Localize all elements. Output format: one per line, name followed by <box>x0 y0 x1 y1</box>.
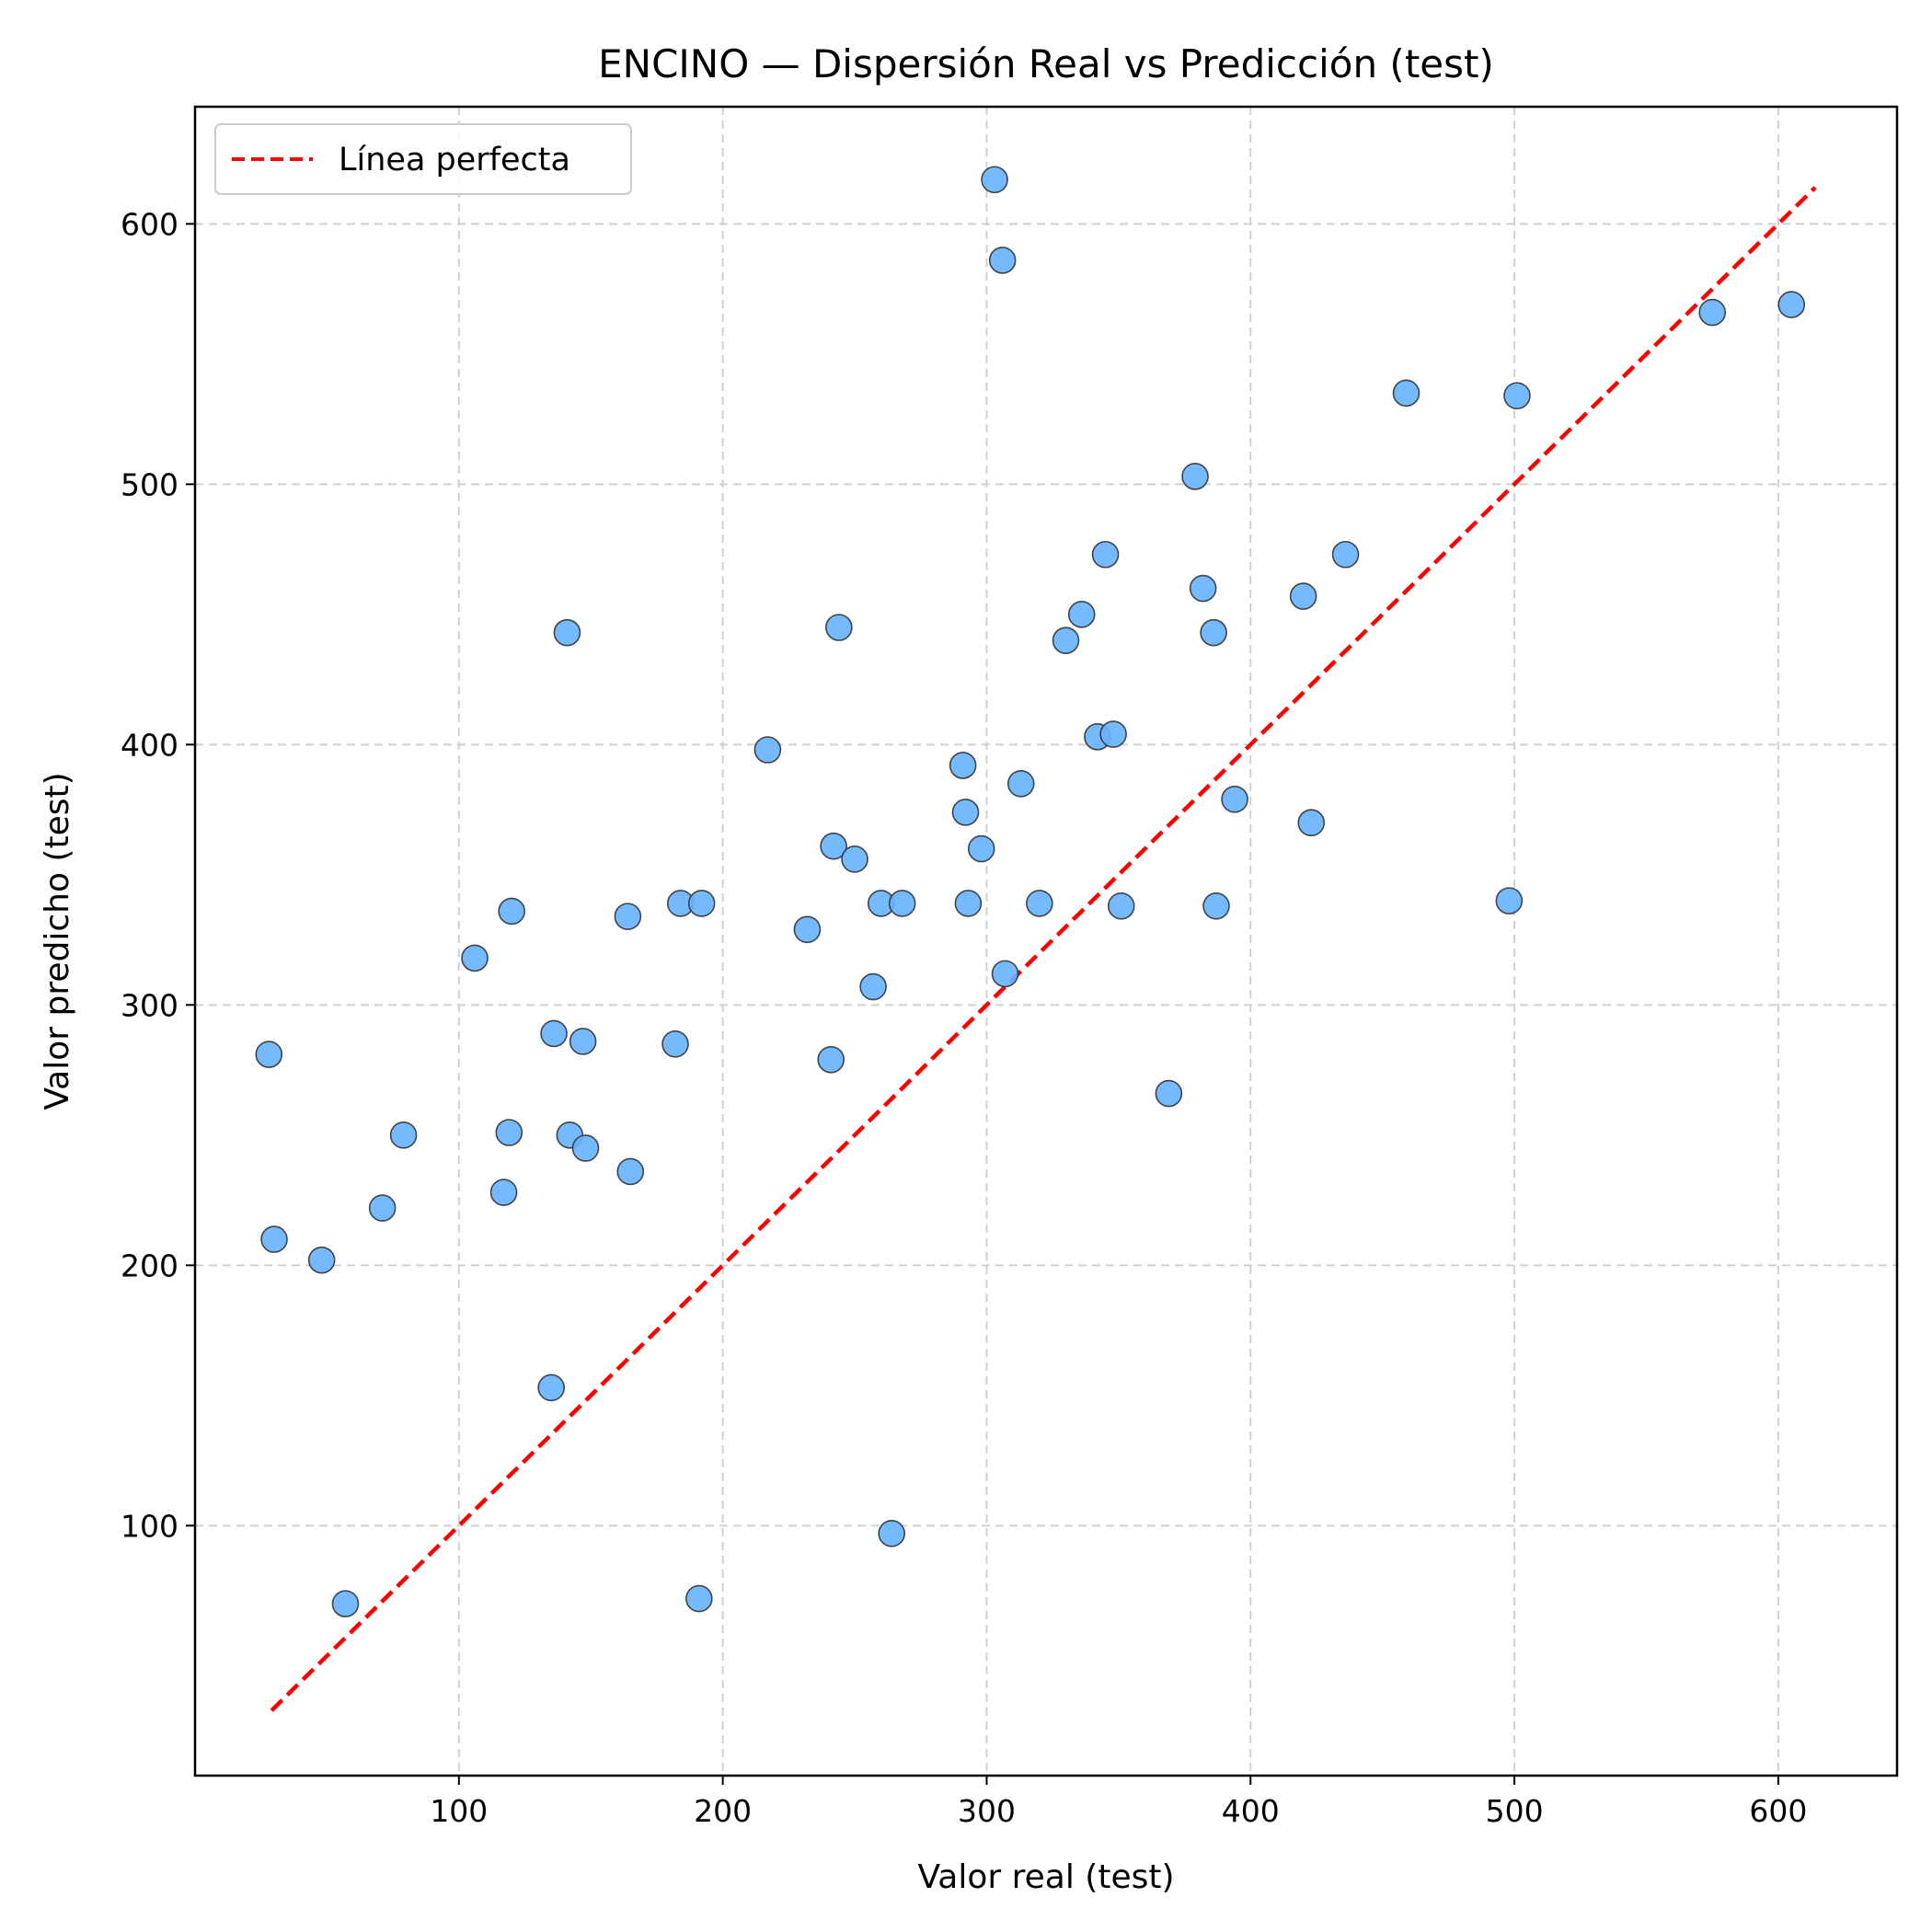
data-point <box>825 614 853 641</box>
y-tick-label: 100 <box>121 1508 178 1544</box>
data-point <box>954 890 983 917</box>
data-point <box>991 960 1019 988</box>
data-point <box>1155 1079 1183 1108</box>
chart-title: ENCINO — Dispersión Real vs Predicción (… <box>598 41 1494 86</box>
data-point <box>1067 601 1096 628</box>
data-point <box>661 1029 689 1058</box>
data-point <box>1698 298 1727 327</box>
data-point <box>1503 382 1531 409</box>
data-point <box>1181 463 1209 490</box>
data-point <box>951 799 980 826</box>
data-point <box>841 845 868 873</box>
data-point <box>1392 379 1420 408</box>
x-tick-label: 600 <box>1749 1793 1807 1829</box>
data-point <box>753 736 782 764</box>
data-point <box>255 1041 283 1068</box>
data-point <box>1189 574 1217 603</box>
data-point <box>1495 887 1524 914</box>
data-point <box>820 832 847 860</box>
data-point <box>461 944 489 972</box>
data-point <box>389 1121 418 1149</box>
axis-ticks: 100 200 300 400 500 600 100 200 300 400 500 600 <box>121 206 1807 1829</box>
data-point <box>888 890 916 917</box>
data-point <box>260 1225 288 1253</box>
data-point <box>949 752 977 779</box>
data-point <box>1221 785 1248 813</box>
data-point <box>489 1179 518 1206</box>
data-point <box>498 897 525 926</box>
data-point <box>571 1134 600 1162</box>
data-point <box>878 1520 906 1547</box>
plot-frame <box>193 105 1899 1777</box>
y-tick-label: 500 <box>121 466 178 502</box>
data-point <box>967 834 995 863</box>
data-point <box>1331 540 1360 569</box>
data-point <box>1026 890 1053 917</box>
x-axis-label: Valor real (test) <box>917 1858 1174 1896</box>
x-tick-label: 200 <box>694 1793 752 1829</box>
y-tick-label: 300 <box>121 987 178 1023</box>
legend-box <box>214 123 632 195</box>
y-tick-label: 400 <box>121 727 178 763</box>
data-point <box>553 618 581 647</box>
x-tick-label: 300 <box>958 1793 1016 1829</box>
data-point <box>1052 627 1080 654</box>
data-points <box>255 166 1806 1618</box>
data-point <box>1297 809 1326 837</box>
data-point <box>685 1584 713 1613</box>
data-point <box>1289 582 1317 610</box>
data-point <box>1202 891 1230 920</box>
data-point <box>1099 720 1127 748</box>
data-point <box>859 972 887 1001</box>
legend: Línea perfecta <box>214 123 632 195</box>
data-point <box>687 890 716 917</box>
data-point <box>495 1119 523 1146</box>
data-point <box>368 1194 397 1222</box>
data-point <box>1777 291 1806 318</box>
perfect-fit-line <box>270 186 1817 1712</box>
legend-entry: Línea perfecta <box>339 142 570 178</box>
data-point <box>1107 891 1135 920</box>
data-point <box>331 1590 360 1618</box>
x-tick-label: 100 <box>430 1793 488 1829</box>
data-point <box>1091 540 1120 569</box>
data-point <box>988 247 1017 274</box>
y-axis-label: Valor predicho (test) <box>39 772 76 1110</box>
data-point <box>614 903 642 930</box>
data-point <box>569 1028 597 1055</box>
data-point <box>793 915 822 944</box>
data-point <box>1006 769 1035 798</box>
data-point <box>616 1157 645 1186</box>
y-tick-label: 200 <box>121 1248 178 1283</box>
x-tick-label: 400 <box>1222 1793 1280 1829</box>
data-point <box>817 1045 845 1074</box>
data-point <box>537 1374 566 1402</box>
reference-line-layer <box>270 186 1817 1712</box>
data-point <box>540 1019 568 1048</box>
data-point <box>307 1246 336 1274</box>
y-tick-label: 600 <box>121 206 178 242</box>
data-point <box>981 166 1008 194</box>
x-tick-label: 500 <box>1486 1793 1544 1829</box>
data-point <box>1200 618 1227 647</box>
grid-lines <box>195 107 1897 1776</box>
